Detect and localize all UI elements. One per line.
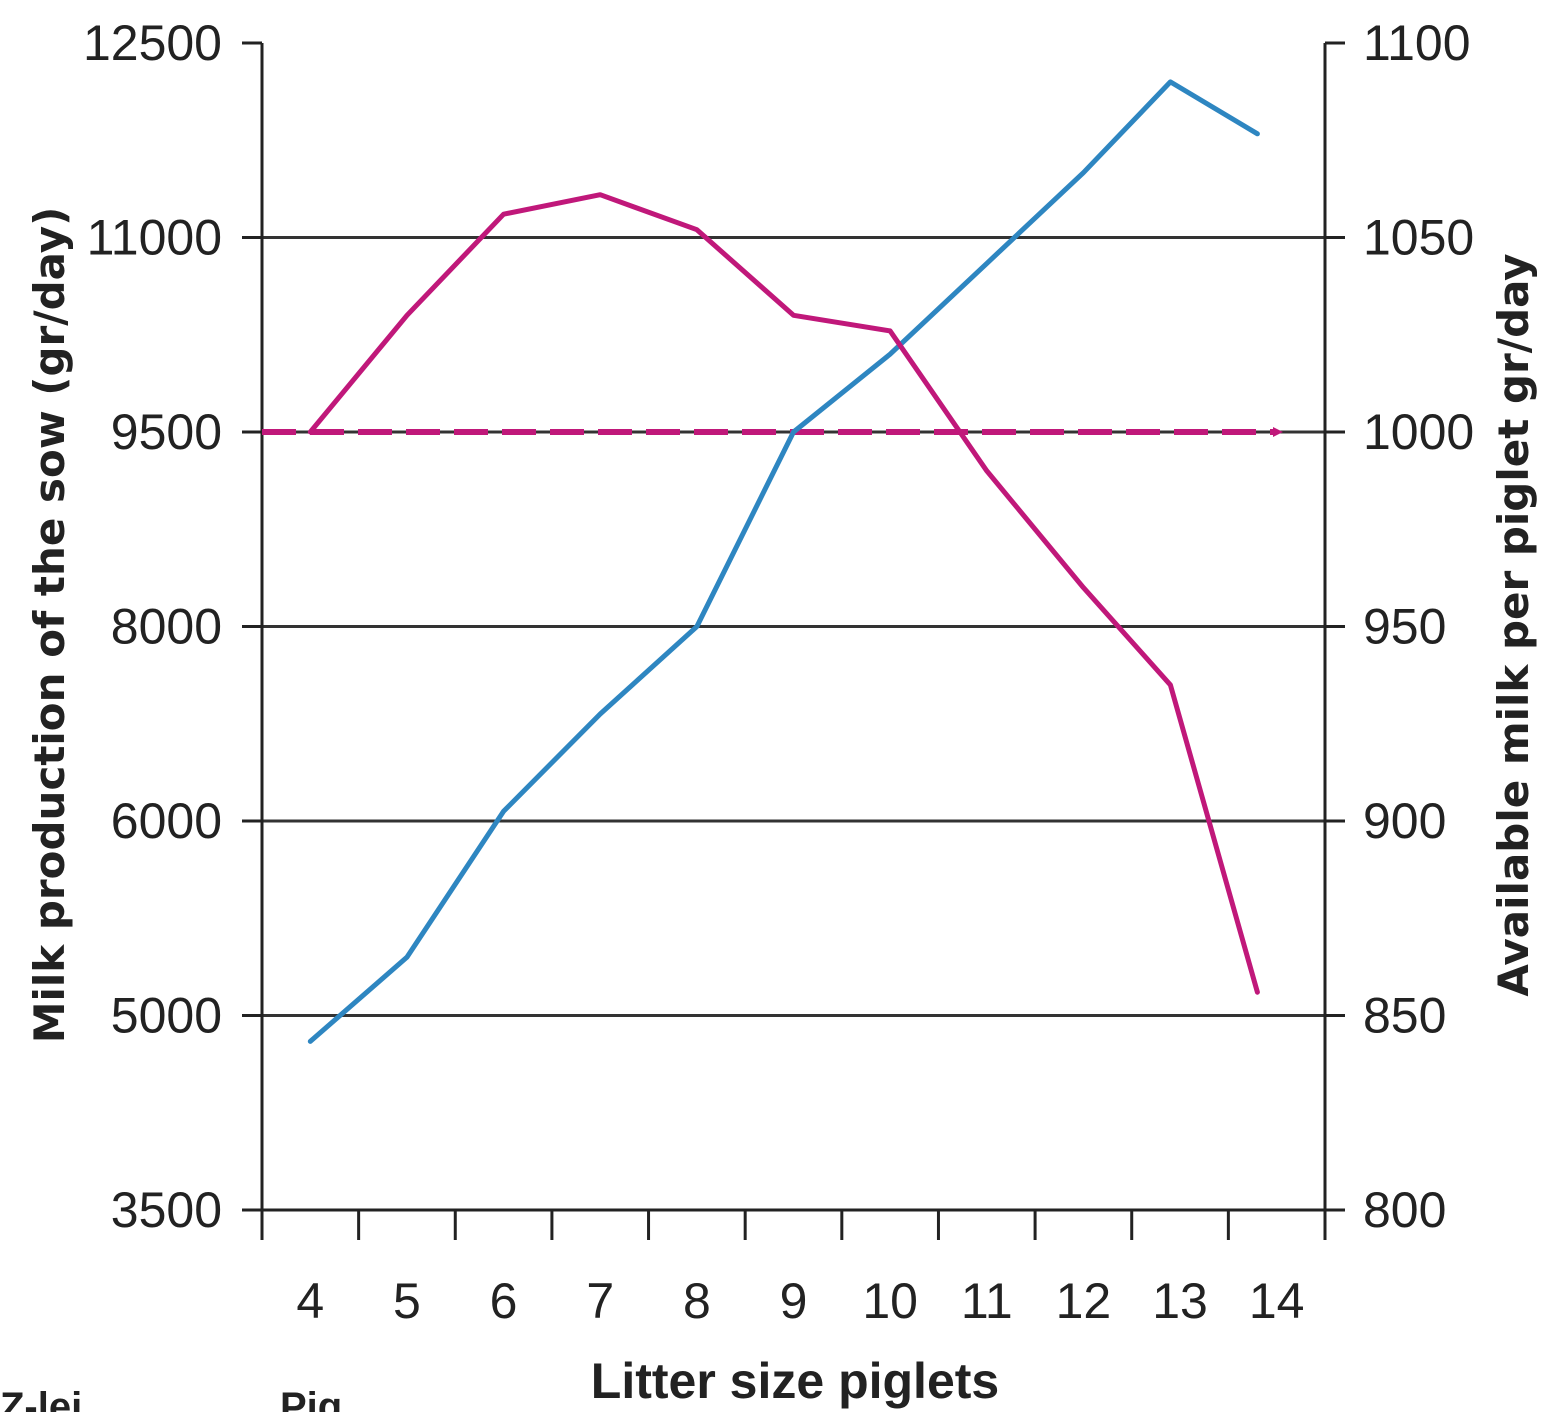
x-axis-title: Litter size piglets <box>591 1353 999 1409</box>
axes <box>242 41 1345 1240</box>
x-tick-label: 8 <box>683 1273 711 1329</box>
x-tick-label: 14 <box>1249 1273 1305 1329</box>
y-left-tick-label: 5000 <box>111 988 222 1044</box>
y-right-tick-label: 800 <box>1363 1182 1446 1238</box>
y-right-tick-label: 1000 <box>1363 404 1474 460</box>
tick-labels: 3500 5000 6000 8000 9500 11000 12500 800 850 900 9… <box>83 15 1474 1329</box>
y-left-tick-label: 6000 <box>111 793 222 849</box>
series-layer <box>307 79 1260 1044</box>
x-tick-label: 6 <box>490 1273 518 1329</box>
x-tick-label: 9 <box>780 1273 808 1329</box>
y-left-tick-label: 3500 <box>111 1182 222 1238</box>
y-right-tick-label: 900 <box>1363 793 1446 849</box>
x-tick-label: 5 <box>393 1273 421 1329</box>
x-tick-label: 12 <box>1056 1273 1112 1329</box>
x-tick-label: 7 <box>586 1273 614 1329</box>
footer-mid-text: Pig <box>280 1385 342 1412</box>
x-tick-label: 13 <box>1152 1273 1208 1329</box>
y-left-axis-title: Milk production of the sow (gr/day) <box>25 207 74 1044</box>
series-line-sow-milk-production <box>307 79 1260 1044</box>
x-tick-label: 4 <box>296 1273 324 1329</box>
y-left-tick-label: 11000 <box>87 210 222 266</box>
y-left-tick-label: 8000 <box>111 599 222 655</box>
x-tick-label: 11 <box>961 1273 1013 1329</box>
y-left-tick-label: 9500 <box>111 404 222 460</box>
x-tick-label: 10 <box>862 1273 918 1329</box>
grid-lines <box>262 236 1325 1017</box>
y-right-tick-label: 1100 <box>1363 15 1471 71</box>
y-right-tick-label: 1050 <box>1363 210 1474 266</box>
y-left-tick-label: 12500 <box>83 15 222 71</box>
footer-left-text: Z-lei <box>0 1385 82 1412</box>
y-right-tick-label: 950 <box>1363 599 1446 655</box>
series-line-milk-per-piglet <box>307 192 1260 995</box>
y-right-tick-label: 850 <box>1363 988 1446 1044</box>
y-right-axis-title: Available milk per piglet gr/day <box>1489 253 1538 996</box>
